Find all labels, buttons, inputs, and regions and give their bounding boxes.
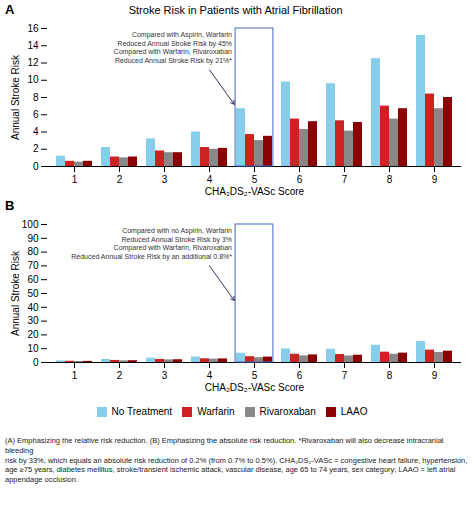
svg-text:3: 3: [162, 370, 168, 381]
svg-text:8: 8: [33, 92, 39, 103]
svg-text:8: 8: [387, 174, 393, 185]
svg-text:6: 6: [297, 370, 303, 381]
svg-text:0: 0: [33, 161, 39, 172]
svg-text:14: 14: [27, 40, 39, 51]
svg-text:50: 50: [27, 288, 39, 299]
svg-text:90: 90: [27, 233, 39, 244]
svg-text:2: 2: [117, 370, 123, 381]
svg-text:100: 100: [22, 219, 39, 230]
svg-text:6: 6: [33, 109, 39, 120]
svg-text:4: 4: [207, 370, 213, 381]
svg-text:20: 20: [27, 329, 39, 340]
svg-text:70: 70: [27, 260, 39, 271]
svg-text:2: 2: [33, 143, 39, 154]
svg-text:16: 16: [27, 23, 39, 34]
svg-text:10: 10: [27, 343, 39, 354]
svg-text:Annual Stroke Risk: Annual Stroke Risk: [10, 250, 21, 336]
svg-text:7: 7: [342, 174, 348, 185]
html-text:A: A: [5, 2, 15, 17]
html-text:Rivaroxaban: Rivaroxaban: [259, 406, 316, 417]
html-text:No Treatment: No Treatment: [111, 406, 173, 417]
svg-text:Compared with Aspirin, Warfari: Compared with Aspirin, WarfarinReduced A…: [114, 31, 233, 64]
html-text:B: B: [5, 198, 15, 213]
svg-text:6: 6: [297, 174, 303, 185]
svg-text:1: 1: [72, 370, 78, 381]
svg-text:5: 5: [252, 370, 258, 381]
svg-text:CHA₂DS₂-VASc Score: CHA₂DS₂-VASc Score: [205, 186, 305, 197]
svg-text:80: 80: [27, 246, 39, 257]
svg-text:Annual Stroke Risk: Annual Stroke Risk: [10, 54, 21, 140]
svg-text:8: 8: [387, 370, 393, 381]
svg-text:7: 7: [342, 370, 348, 381]
svg-text:30: 30: [27, 315, 39, 326]
svg-text:2: 2: [117, 174, 123, 185]
svg-text:CHA₂DS₂-VASc Score: CHA₂DS₂-VASc Score: [205, 382, 305, 393]
html-text:Warfarin: Warfarin: [197, 406, 235, 417]
svg-text:Compared with no Aspirin, Warf: Compared with no Aspirin, WarfarinReduce…: [71, 227, 232, 260]
svg-text:0: 0: [33, 357, 39, 368]
svg-text:40: 40: [27, 302, 39, 313]
html-text:Stroke Risk in Patients with A: Stroke Risk in Patients with Atrial Fibr…: [128, 4, 343, 16]
svg-text:10: 10: [27, 74, 39, 85]
svg-text:3: 3: [162, 174, 168, 185]
html-text:LAAO: LAAO: [340, 406, 368, 417]
html-text:(A) Emphasizing the relative r: (A) Emphasizing the relative risk reduct…: [5, 436, 468, 484]
svg-text:9: 9: [432, 174, 438, 185]
svg-text:4: 4: [33, 126, 39, 137]
svg-text:12: 12: [27, 57, 39, 68]
svg-text:9: 9: [432, 370, 438, 381]
svg-text:5: 5: [252, 174, 258, 185]
svg-text:60: 60: [27, 274, 39, 285]
svg-text:1: 1: [72, 174, 78, 185]
svg-text:4: 4: [207, 174, 213, 185]
